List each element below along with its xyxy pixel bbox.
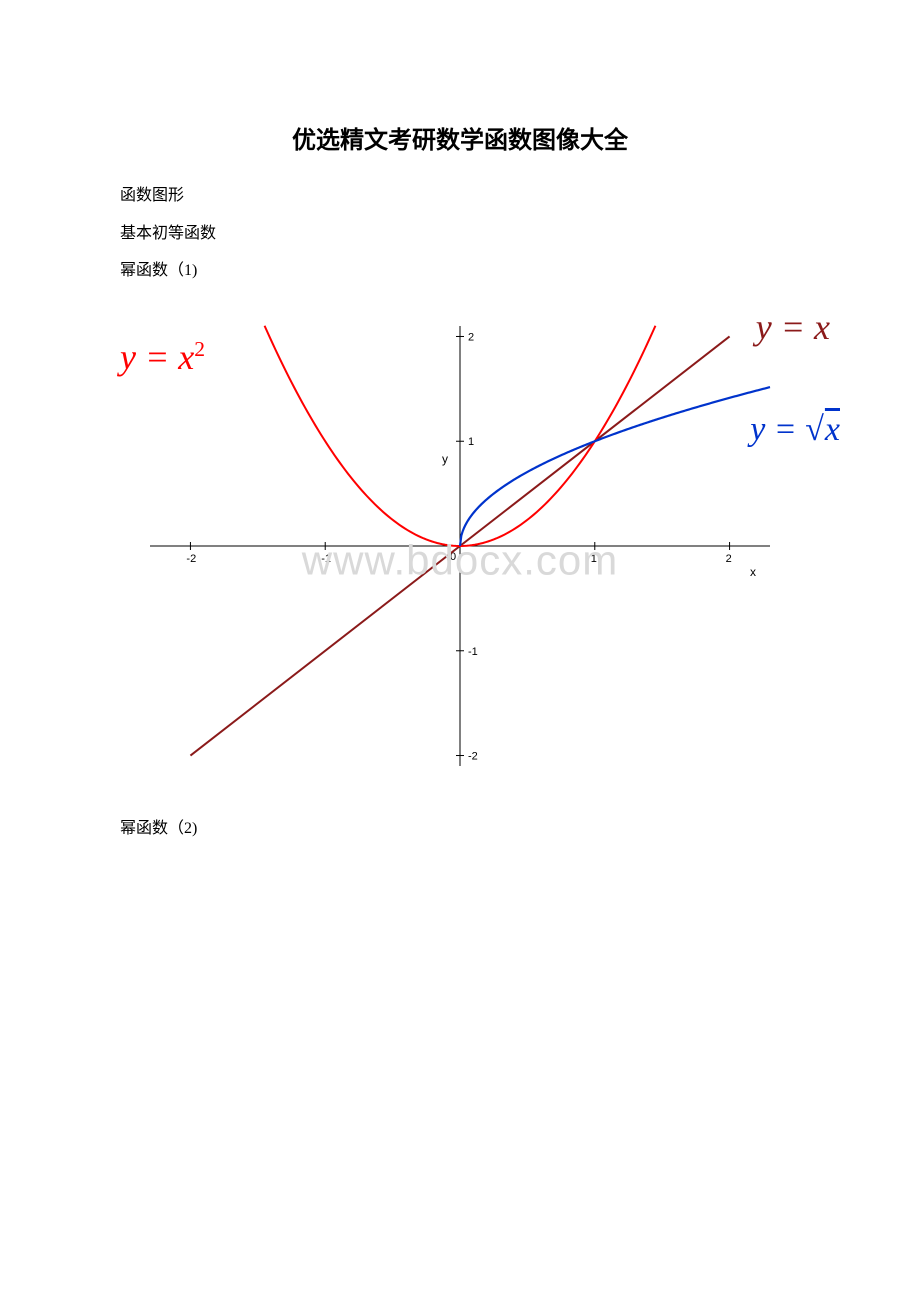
chart-svg: -2-1012-2-112xy — [120, 296, 800, 796]
text-line-4: 幂函数（2) — [120, 816, 800, 842]
svg-text:-1: -1 — [321, 553, 331, 565]
svg-text:-1: -1 — [468, 646, 478, 658]
text-line-3: 幂函数（1) — [120, 258, 800, 284]
label-line: y = x — [756, 306, 830, 348]
svg-text:-2: -2 — [186, 553, 196, 565]
label-parabola: y = x2 — [120, 336, 205, 378]
svg-text:x: x — [750, 565, 756, 579]
text-line-2: 基本初等函数 — [120, 221, 800, 247]
svg-text:2: 2 — [468, 331, 474, 343]
svg-text:y: y — [442, 452, 448, 466]
label-sqrt: y = √x — [750, 411, 840, 449]
svg-text:2: 2 — [726, 553, 732, 565]
page-title: 优选精文考研数学函数图像大全 — [120, 120, 800, 155]
svg-text:1: 1 — [468, 436, 474, 448]
svg-text:1: 1 — [591, 553, 597, 565]
text-line-1: 函数图形 — [120, 183, 800, 209]
svg-text:-2: -2 — [468, 750, 478, 762]
power-function-chart: -2-1012-2-112xy y = x2 y = x y = √x www.… — [120, 296, 800, 796]
